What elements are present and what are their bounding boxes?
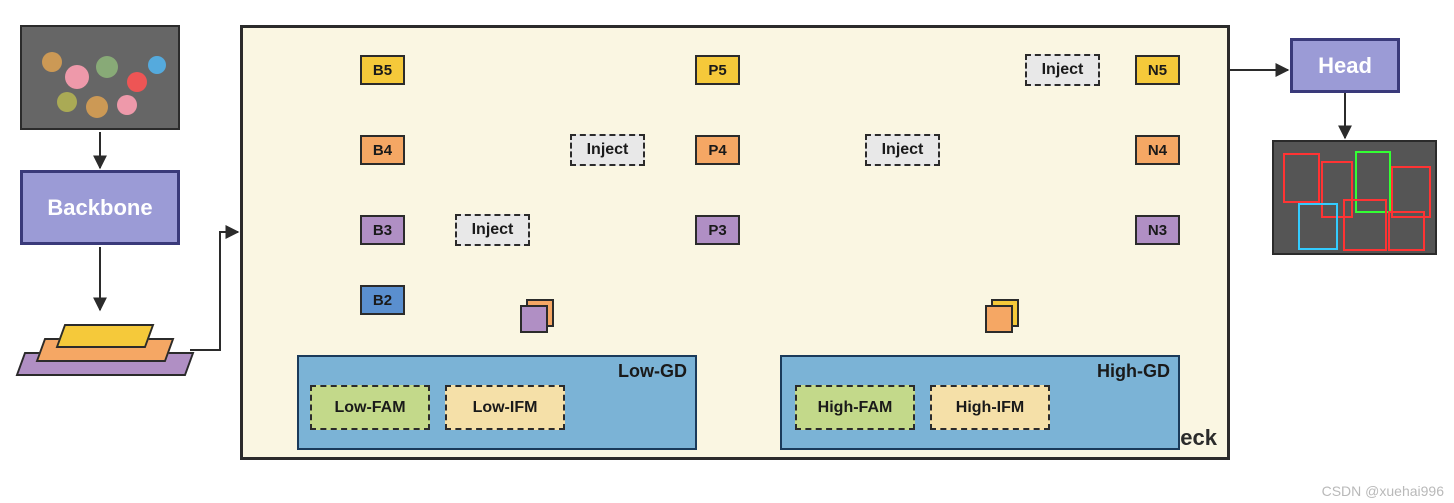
n3-label: N3 bbox=[1148, 222, 1167, 239]
inject-high-n5: Inject bbox=[1025, 54, 1100, 86]
node-p4: P4 bbox=[695, 135, 740, 165]
low-ifm-label: Low-IFM bbox=[473, 399, 538, 417]
backbone-label: Backbone bbox=[47, 195, 152, 221]
inject-low-b4: Inject bbox=[570, 134, 645, 166]
high-ifm-label: High-IFM bbox=[956, 399, 1024, 417]
node-n4: N4 bbox=[1135, 135, 1180, 165]
backbone-block: Backbone bbox=[20, 170, 180, 245]
n4-label: N4 bbox=[1148, 142, 1167, 159]
high-fam-block: High-FAM bbox=[795, 385, 915, 430]
feature-pyramid bbox=[20, 310, 190, 380]
b4-label: B4 bbox=[373, 142, 392, 159]
inject-label: Inject bbox=[472, 221, 514, 239]
b2-label: B2 bbox=[373, 292, 392, 309]
inject-label: Inject bbox=[1042, 61, 1084, 79]
node-b3: B3 bbox=[360, 215, 405, 245]
p5-label: P5 bbox=[708, 62, 726, 79]
watermark: CSDN @xuehai996 bbox=[1322, 483, 1444, 499]
node-b4: B4 bbox=[360, 135, 405, 165]
low-fam-label: Low-FAM bbox=[334, 399, 405, 417]
n5-label: N5 bbox=[1148, 62, 1167, 79]
high-gd-label: High-GD bbox=[1097, 361, 1170, 382]
node-b5: B5 bbox=[360, 55, 405, 85]
high-fam-label: High-FAM bbox=[818, 399, 893, 417]
low-ifm-block: Low-IFM bbox=[445, 385, 565, 430]
p3-label: P3 bbox=[708, 222, 726, 239]
low-gd-label: Low-GD bbox=[618, 361, 687, 382]
inject-low-b3: Inject bbox=[455, 214, 530, 246]
head-label: Head bbox=[1318, 53, 1372, 79]
low-fam-block: Low-FAM bbox=[310, 385, 430, 430]
p4-label: P4 bbox=[708, 142, 726, 159]
node-p3: P3 bbox=[695, 215, 740, 245]
high-ifm-block: High-IFM bbox=[930, 385, 1050, 430]
node-n5: N5 bbox=[1135, 55, 1180, 85]
inject-high-n4: Inject bbox=[865, 134, 940, 166]
output-image bbox=[1272, 140, 1437, 255]
b3-label: B3 bbox=[373, 222, 392, 239]
node-b2: B2 bbox=[360, 285, 405, 315]
input-image bbox=[20, 25, 180, 130]
node-p5: P5 bbox=[695, 55, 740, 85]
inject-label: Inject bbox=[587, 141, 629, 159]
inject-label: Inject bbox=[882, 141, 924, 159]
b5-label: B5 bbox=[373, 62, 392, 79]
head-block: Head bbox=[1290, 38, 1400, 93]
node-n3: N3 bbox=[1135, 215, 1180, 245]
